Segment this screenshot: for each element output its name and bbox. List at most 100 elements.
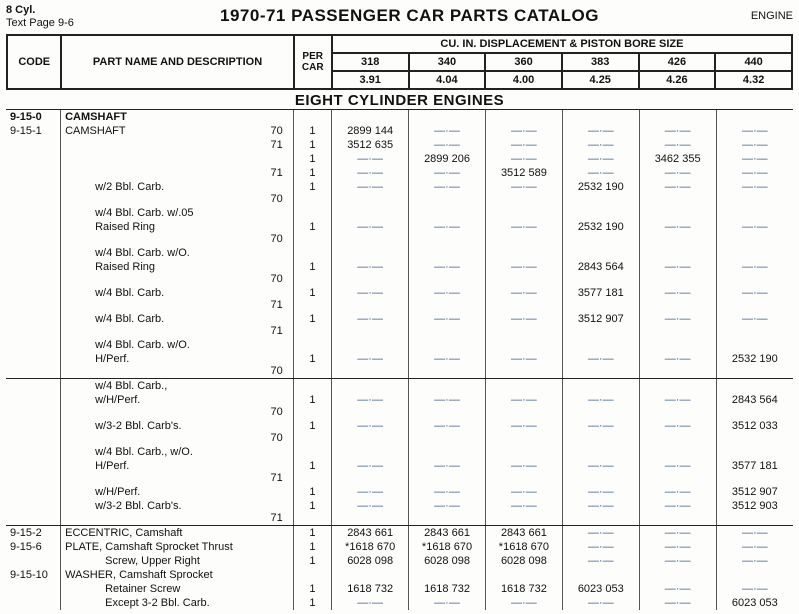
part-cell: —·— bbox=[716, 166, 793, 180]
per-cell: 1 bbox=[293, 526, 331, 541]
desc-cell: w/3-2 Bbl. Carb's.70 bbox=[61, 419, 294, 445]
part-cell: —·— bbox=[716, 220, 793, 246]
part-cell: —·— bbox=[485, 596, 562, 610]
part-cell: —·— bbox=[639, 260, 716, 286]
per-cell: 1 bbox=[293, 312, 331, 338]
code-cell bbox=[6, 393, 61, 419]
code-cell bbox=[6, 582, 61, 596]
part-cell bbox=[332, 379, 409, 394]
part-cell: —·— bbox=[639, 459, 716, 485]
part-cell: —·— bbox=[485, 459, 562, 485]
part-cell: —·— bbox=[562, 459, 639, 485]
part-row: w/3-2 Bbl. Carb's.711—·——·——·——·——·—3512… bbox=[6, 499, 793, 526]
part-cell: —·— bbox=[639, 138, 716, 152]
part-cell: 3512 907 bbox=[562, 312, 639, 338]
part-cell: 2843 661 bbox=[409, 526, 486, 541]
desc-cell: H/Perf.71 bbox=[61, 459, 294, 485]
part-cell: —·— bbox=[562, 485, 639, 499]
part-row: w/4 Bbl. Carb.711—·——·——·—3577 181—·——·— bbox=[6, 286, 793, 312]
part-cell: —·— bbox=[332, 596, 409, 610]
part-cell bbox=[409, 568, 486, 582]
per-cell: 1 bbox=[293, 582, 331, 596]
engine-section-title: EIGHT CYLINDER ENGINES bbox=[6, 92, 793, 110]
code-cell bbox=[6, 338, 61, 352]
part-cell bbox=[639, 246, 716, 260]
group-code: 9-15-0 bbox=[6, 110, 61, 124]
part-cell: —·— bbox=[485, 312, 562, 338]
code-cell bbox=[6, 445, 61, 459]
per-cell bbox=[293, 379, 331, 394]
part-cell bbox=[639, 379, 716, 394]
part-cell: —·— bbox=[562, 352, 639, 379]
part-cell: —·— bbox=[716, 152, 793, 166]
code-cell bbox=[6, 152, 61, 166]
part-cell: —·— bbox=[485, 260, 562, 286]
part-cell bbox=[716, 206, 793, 220]
desc-cell: w/H/Perf.70 bbox=[61, 393, 294, 419]
column-header-table: CODE PART NAME AND DESCRIPTION PER CAR C… bbox=[6, 34, 793, 90]
part-cell: —·— bbox=[332, 260, 409, 286]
code-cell bbox=[6, 459, 61, 485]
per-cell bbox=[293, 568, 331, 582]
desc-cell: w/4 Bbl. Carb., w/O. bbox=[61, 445, 294, 459]
part-row: 9-15-1CAMSHAFT7012899 144—·——·——·——·——·— bbox=[6, 124, 793, 138]
part-row: w/4 Bbl. Carb. w/O. bbox=[6, 246, 793, 260]
code-cell bbox=[6, 499, 61, 526]
part-cell bbox=[409, 445, 486, 459]
desc-cell: PLATE, Camshaft Sprocket Thrust bbox=[61, 540, 294, 554]
part-cell bbox=[639, 338, 716, 352]
part-cell: —·— bbox=[639, 286, 716, 312]
part-cell: —·— bbox=[485, 138, 562, 152]
disp-col-440: 440 bbox=[715, 53, 792, 71]
part-cell: —·— bbox=[639, 180, 716, 206]
part-row: w/3-2 Bbl. Carb's.701—·——·——·——·——·—3512… bbox=[6, 419, 793, 445]
part-cell: —·— bbox=[485, 220, 562, 246]
part-cell: —·— bbox=[409, 220, 486, 246]
part-cell: —·— bbox=[332, 499, 409, 526]
per-cell: 1 bbox=[293, 124, 331, 138]
per-cell: 1 bbox=[293, 554, 331, 568]
part-cell bbox=[409, 379, 486, 394]
desc-cell: w/4 Bbl. Carb.71 bbox=[61, 312, 294, 338]
part-cell: —·— bbox=[562, 596, 639, 610]
part-cell: —·— bbox=[485, 393, 562, 419]
desc-cell: H/Perf.70 bbox=[61, 352, 294, 379]
desc-cell: Screw, Upper Right bbox=[61, 554, 294, 568]
part-row: w/4 Bbl. Carb.711—·——·——·—3512 907—·——·— bbox=[6, 312, 793, 338]
part-cell: 3462 355 bbox=[639, 152, 716, 166]
pageref-label: Text Page 9-6 bbox=[6, 17, 86, 30]
part-cell: —·— bbox=[409, 485, 486, 499]
disp-col-426: 426 bbox=[639, 53, 716, 71]
part-cell bbox=[716, 338, 793, 352]
part-cell: —·— bbox=[562, 152, 639, 166]
code-cell bbox=[6, 246, 61, 260]
part-cell: *1618 670 bbox=[485, 540, 562, 554]
desc-cell: w/2 Bbl. Carb.70 bbox=[61, 180, 294, 206]
part-cell: —·— bbox=[409, 312, 486, 338]
part-cell: —·— bbox=[409, 166, 486, 180]
part-cell: —·— bbox=[639, 526, 716, 541]
part-cell: 2843 564 bbox=[716, 393, 793, 419]
part-cell: 1618 732 bbox=[409, 582, 486, 596]
part-cell: —·— bbox=[332, 152, 409, 166]
part-cell: —·— bbox=[716, 582, 793, 596]
code-cell bbox=[6, 220, 61, 246]
part-cell: —·— bbox=[332, 352, 409, 379]
part-cell: —·— bbox=[409, 180, 486, 206]
per-cell: 1 bbox=[293, 393, 331, 419]
per-cell: 1 bbox=[293, 138, 331, 152]
engine-label: ENGINE bbox=[733, 10, 793, 22]
part-cell: —·— bbox=[562, 124, 639, 138]
per-cell: 1 bbox=[293, 540, 331, 554]
part-cell: 1618 732 bbox=[485, 582, 562, 596]
part-cell: —·— bbox=[639, 352, 716, 379]
part-cell bbox=[332, 246, 409, 260]
code-cell bbox=[6, 180, 61, 206]
part-cell: —·— bbox=[639, 220, 716, 246]
per-cell: 1 bbox=[293, 459, 331, 485]
part-cell: *1618 670 bbox=[409, 540, 486, 554]
per-cell: 1 bbox=[293, 220, 331, 246]
part-cell: 2843 564 bbox=[562, 260, 639, 286]
part-cell bbox=[639, 568, 716, 582]
part-cell bbox=[332, 338, 409, 352]
